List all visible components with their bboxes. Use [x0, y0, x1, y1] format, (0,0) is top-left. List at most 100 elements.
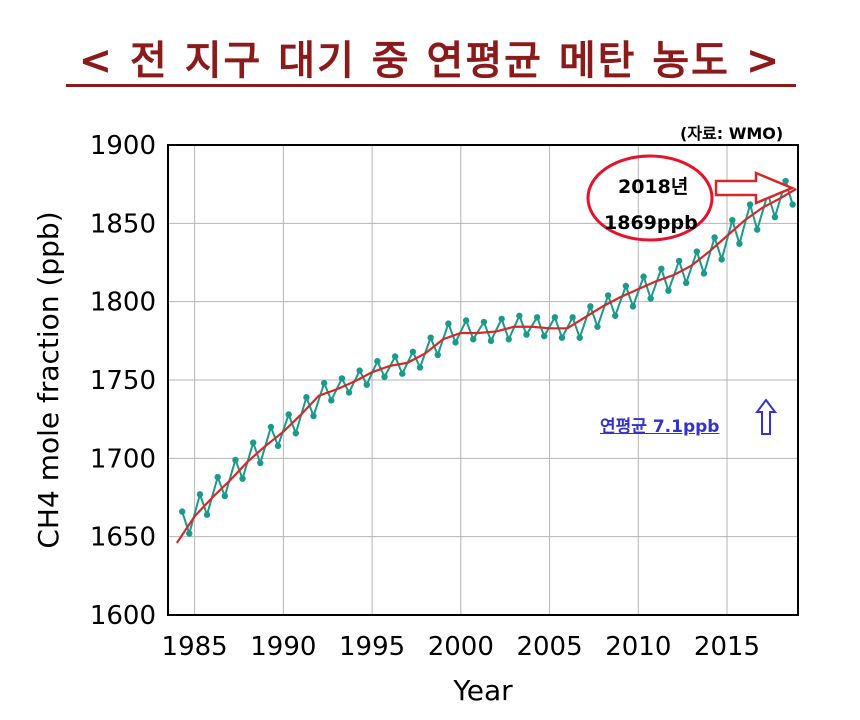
monthly-point: [221, 492, 228, 500]
x-tick-label: 2005: [516, 632, 582, 662]
monthly-point: [746, 201, 754, 208]
right-arrow-icon: [714, 171, 796, 205]
monthly-point: [470, 336, 477, 343]
monthly-point: [239, 475, 246, 482]
x-tick-label: 2015: [694, 632, 760, 662]
x-axis-label: Year: [452, 674, 513, 707]
monthly-point: [498, 315, 505, 323]
monthly-point: [427, 334, 434, 341]
monthly-point: [416, 364, 424, 371]
monthly-point: [576, 334, 583, 341]
monthly-point: [523, 331, 530, 338]
monthly-point: [249, 439, 257, 446]
grid-lines: [168, 144, 798, 616]
monthly-point: [594, 323, 601, 330]
monthly-point: [399, 370, 406, 377]
monthly-point: [257, 459, 264, 467]
monthly-point: [569, 314, 576, 321]
annual-rise-label: 연평균 7.1ppb: [600, 417, 720, 437]
y-tick-label: 1900: [90, 131, 156, 161]
monthly-point: [711, 234, 718, 241]
x-tick-label: 1995: [339, 632, 405, 662]
y-tick-label: 1800: [90, 288, 156, 318]
monthly-point: [516, 312, 523, 319]
monthly-point: [409, 348, 417, 355]
y-tick-label: 1850: [90, 209, 156, 239]
monthly-point: [214, 473, 221, 481]
monthly-points: [178, 177, 796, 538]
monthly-point: [658, 265, 665, 272]
monthly-point: [345, 389, 353, 396]
monthly-point: [753, 226, 761, 233]
callout-year: 2018년: [618, 176, 689, 198]
monthly-wave: [181, 177, 794, 538]
monthly-point: [310, 412, 317, 420]
monthly-point: [480, 318, 488, 326]
monthly-point: [782, 177, 789, 185]
monthly-point: [587, 303, 594, 310]
y-tick-label: 1700: [90, 444, 156, 474]
monthly-point: [487, 337, 495, 345]
monthly-point: [267, 423, 275, 431]
monthly-point: [675, 257, 683, 265]
monthly-point: [338, 375, 346, 382]
monthly-point: [445, 320, 452, 327]
monthly-point: [178, 508, 186, 515]
monthly-point: [541, 332, 548, 340]
monthly-point: [203, 511, 211, 518]
monthly-point: [682, 279, 690, 287]
monthly-point: [736, 240, 743, 247]
source-note: (자료: WMO): [680, 124, 784, 143]
monthly-point: [303, 394, 310, 401]
monthly-point: [292, 430, 299, 437]
monthly-point: [558, 334, 566, 341]
y-tick-label: 1650: [90, 523, 156, 553]
title-underline: [66, 84, 796, 87]
callout-circle: [586, 154, 714, 242]
monthly-point: [356, 367, 363, 374]
monthly-point: [374, 358, 381, 365]
monthly-point: [533, 314, 541, 321]
monthly-point: [381, 373, 388, 381]
monthly-point: [551, 314, 559, 321]
monthly-point: [186, 530, 193, 537]
monthly-point: [622, 282, 630, 290]
y-axis-label: CH4 mole fraction (ppb): [32, 211, 65, 548]
monthly-point: [612, 312, 619, 319]
monthly-point: [771, 213, 779, 221]
monthly-point: [505, 336, 512, 343]
x-tick-label: 2000: [428, 632, 494, 662]
monthly-point: [640, 273, 647, 280]
y-tick-label: 1750: [90, 366, 156, 396]
monthly-point: [434, 351, 441, 359]
x-tick-label: 1990: [250, 632, 316, 662]
monthly-point: [274, 442, 282, 449]
monthly-point: [789, 201, 796, 208]
monthly-point: [363, 381, 370, 388]
monthly-point: [196, 491, 204, 498]
monthly-point: [391, 353, 399, 360]
axis-ticks: 1600 1650 1700 1750 1800 1850 1900 1985 1990 1995…: [90, 131, 760, 662]
monthly-point: [629, 303, 637, 310]
monthly-point: [647, 295, 654, 302]
x-tick-label: 1985: [162, 632, 228, 662]
monthly-point: [718, 256, 725, 263]
up-arrow-icon: [755, 398, 777, 435]
monthly-point: [285, 411, 292, 418]
monthly-point: [232, 456, 239, 464]
monthly-point: [693, 248, 701, 255]
x-tick-label: 2010: [605, 632, 671, 662]
monthly-point: [665, 287, 672, 294]
y-tick-label: 1600: [90, 601, 156, 631]
monthly-point: [452, 339, 459, 346]
trend-line: [175, 187, 797, 544]
monthly-point: [729, 217, 736, 224]
monthly-point: [320, 379, 328, 387]
monthly-point: [462, 317, 470, 324]
page-title: < 전 지구 대기 중 연평균 메탄 농도 >: [78, 38, 782, 84]
monthly-point: [700, 270, 708, 277]
monthly-point: [328, 397, 335, 404]
plot-frame: [167, 144, 799, 616]
monthly-point: [604, 292, 612, 299]
